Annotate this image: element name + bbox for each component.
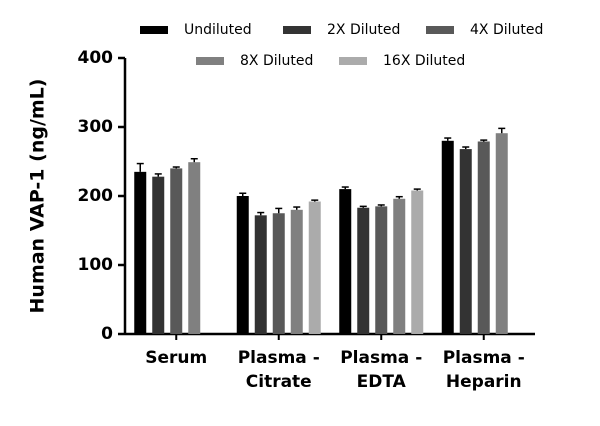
y-tick-label: 300 <box>78 117 114 137</box>
bar <box>495 133 508 334</box>
error-bar <box>154 173 162 177</box>
legend-label: Undiluted <box>184 22 252 38</box>
x-tick-label: Heparin <box>446 372 522 392</box>
error-bar <box>257 211 265 216</box>
error-bar <box>359 205 367 208</box>
x-tick-label: Citrate <box>246 372 312 392</box>
error-bar <box>395 195 403 199</box>
legend-swatch <box>140 26 168 34</box>
bar <box>339 189 352 334</box>
bar <box>357 207 370 334</box>
error-bar <box>190 157 198 163</box>
error-bar <box>275 207 283 214</box>
x-tick-label: Plasma - <box>238 348 320 368</box>
error-bar <box>377 204 385 207</box>
legend-label: 16X Diluted <box>383 53 465 69</box>
error-bar <box>311 199 319 202</box>
legend-swatch <box>196 57 224 65</box>
x-tick-label: EDTA <box>357 372 407 392</box>
bar <box>411 190 424 334</box>
y-tick-label: 0 <box>101 324 113 344</box>
legend-label: 2X Diluted <box>327 22 400 38</box>
error-bar <box>498 127 506 134</box>
error-bar <box>239 192 247 196</box>
error-bar <box>341 186 349 190</box>
legend-label: 4X Diluted <box>470 22 543 38</box>
bar <box>236 196 249 334</box>
error-bar <box>293 206 301 210</box>
legend-swatch <box>339 57 367 65</box>
error-bar <box>480 139 488 142</box>
bar <box>272 213 285 334</box>
error-bar <box>413 188 421 191</box>
y-tick-label: 200 <box>78 186 114 206</box>
bar <box>290 209 303 334</box>
y-axis-title: Human VAP-1 (ng/mL) <box>27 79 49 314</box>
bar <box>477 141 490 334</box>
bar <box>308 201 321 334</box>
error-bar <box>172 166 180 169</box>
bar <box>393 198 406 334</box>
error-bar <box>136 162 144 172</box>
bar <box>254 215 267 334</box>
error-bar <box>462 146 470 150</box>
bar <box>152 176 165 334</box>
x-tick-label: Plasma - <box>340 348 422 368</box>
bar <box>375 206 388 334</box>
legend-label: 8X Diluted <box>240 53 313 69</box>
x-tick-label: Serum <box>145 348 207 368</box>
bar <box>441 140 454 334</box>
legend-swatch <box>426 26 454 34</box>
legend-swatch <box>283 26 311 34</box>
y-tick-label: 100 <box>78 255 114 275</box>
bar <box>188 162 201 334</box>
y-tick-label: 400 <box>78 48 114 68</box>
bar <box>134 171 147 334</box>
x-tick-label: Plasma - <box>443 348 525 368</box>
bar <box>170 168 183 334</box>
bar <box>459 149 472 334</box>
error-bar <box>444 137 452 141</box>
